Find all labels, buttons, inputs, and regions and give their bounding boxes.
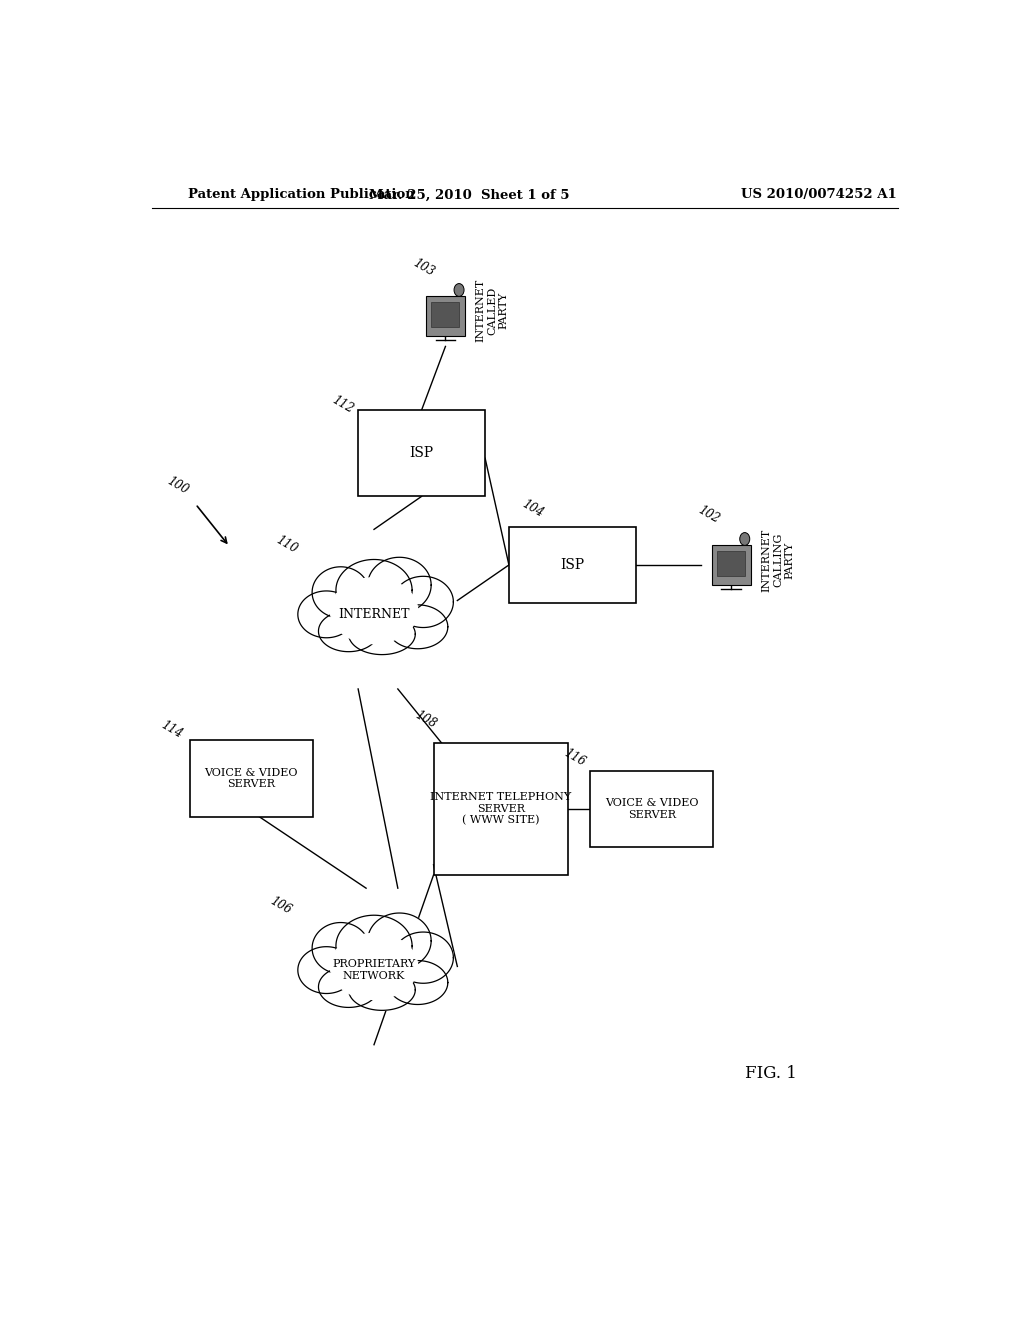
Bar: [590, 771, 714, 847]
Text: 108: 108: [413, 709, 438, 731]
Text: VOICE & VIDEO
SERVER: VOICE & VIDEO SERVER: [605, 799, 698, 820]
Text: FIG. 1: FIG. 1: [744, 1065, 797, 1081]
Bar: [509, 527, 636, 603]
Text: PROPRIETARY
NETWORK: PROPRIETARY NETWORK: [333, 960, 416, 981]
Text: Mar. 25, 2010  Sheet 1 of 5: Mar. 25, 2010 Sheet 1 of 5: [369, 189, 569, 202]
Text: INTERNET TELEPHONY
SERVER
( WWW SITE): INTERNET TELEPHONY SERVER ( WWW SITE): [430, 792, 571, 826]
Text: 116: 116: [561, 747, 588, 770]
Polygon shape: [387, 605, 447, 648]
Text: 112: 112: [330, 393, 355, 416]
Text: INTERNET: INTERNET: [338, 607, 410, 620]
Text: VOICE & VIDEO
SERVER: VOICE & VIDEO SERVER: [204, 768, 298, 789]
Text: 102: 102: [696, 503, 722, 525]
Bar: [431, 302, 460, 326]
Circle shape: [454, 284, 464, 297]
Polygon shape: [336, 560, 412, 620]
Polygon shape: [298, 591, 355, 638]
Text: US 2010/0074252 A1: US 2010/0074252 A1: [740, 189, 896, 202]
Bar: [433, 743, 568, 875]
Polygon shape: [387, 961, 447, 1005]
Text: INTERNET
CALLING
PARTY: INTERNET CALLING PARTY: [761, 528, 795, 591]
Polygon shape: [312, 923, 370, 974]
Polygon shape: [336, 915, 412, 977]
Text: Patent Application Publication: Patent Application Publication: [187, 189, 415, 202]
Bar: [717, 552, 745, 576]
Text: 110: 110: [273, 533, 300, 556]
Polygon shape: [368, 913, 431, 969]
Polygon shape: [312, 566, 370, 618]
Text: 103: 103: [411, 256, 436, 279]
Polygon shape: [348, 969, 416, 1010]
Polygon shape: [393, 932, 454, 983]
Polygon shape: [393, 577, 454, 627]
Polygon shape: [318, 611, 379, 652]
Text: ISP: ISP: [560, 558, 585, 572]
Text: 106: 106: [267, 894, 293, 916]
Text: INTERNET
CALLED
PARTY: INTERNET CALLED PARTY: [475, 280, 509, 342]
Text: 100: 100: [164, 474, 190, 496]
Polygon shape: [331, 578, 418, 644]
Bar: [426, 297, 465, 335]
Text: 104: 104: [520, 498, 546, 520]
Text: ISP: ISP: [410, 446, 434, 461]
Circle shape: [739, 532, 750, 545]
Bar: [358, 411, 485, 496]
Polygon shape: [318, 966, 379, 1007]
Polygon shape: [348, 614, 416, 655]
Polygon shape: [331, 933, 418, 999]
Text: 114: 114: [159, 718, 185, 741]
Polygon shape: [368, 557, 431, 612]
Bar: [189, 741, 312, 817]
Polygon shape: [298, 946, 355, 994]
Bar: [712, 545, 751, 585]
